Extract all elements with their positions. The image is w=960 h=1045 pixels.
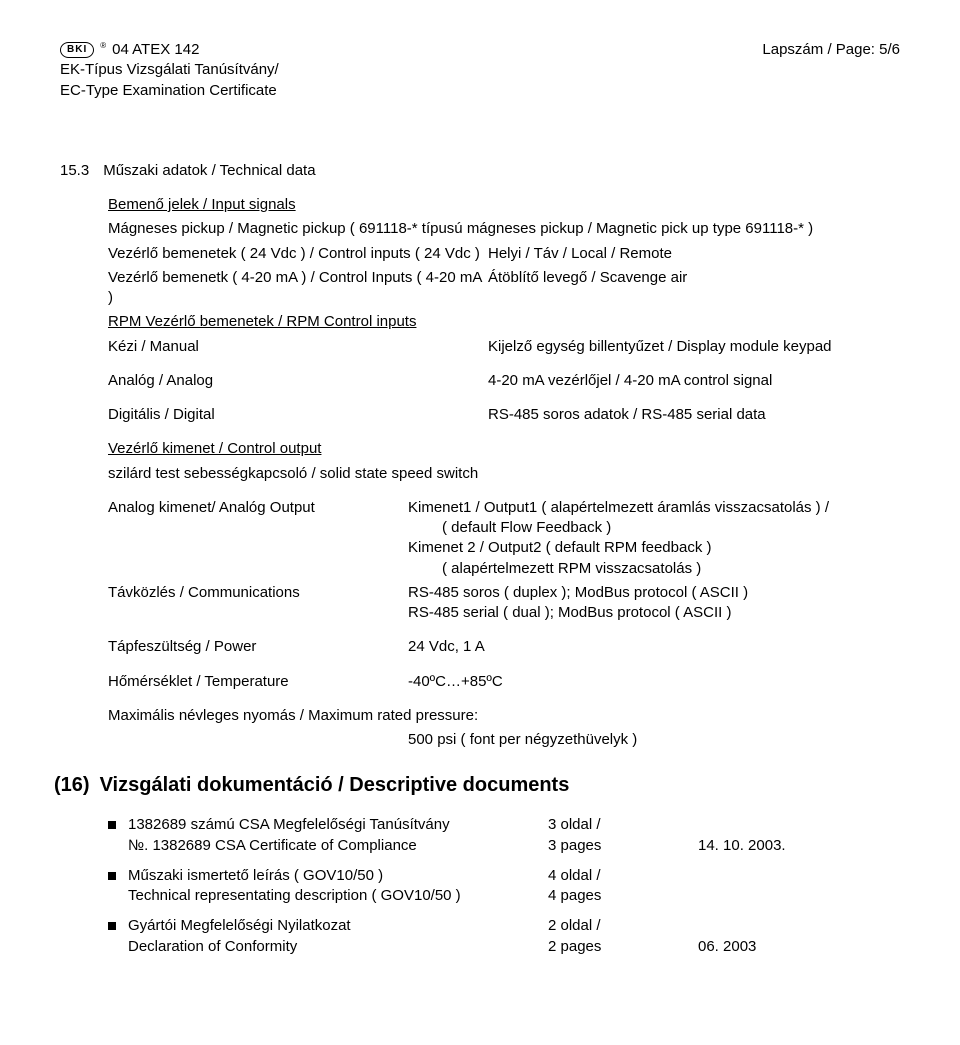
doc-date: 06. 2003 — [698, 937, 900, 957]
subtitle-line-1: EK-Típus Vizsgálati Tanúsítvány/ — [60, 60, 279, 80]
doc-pages-en: 4 pages — [548, 886, 698, 906]
power-label: Tápfeszültség / Power — [108, 637, 408, 657]
power-row: Tápfeszültség / Power 24 Vdc, 1 A — [108, 637, 900, 657]
doc-name-en: №. 1382689 CSA Certificate of Compliance — [128, 836, 548, 856]
section-16-title: Vizsgálati dokumentáció / Descriptive do… — [100, 772, 570, 799]
bki-logo-icon: BKI — [60, 42, 94, 58]
document-item: 1382689 számú CSA Megfelelőségi Tanúsítv… — [108, 815, 900, 856]
magnetic-pickup: Mágneses pickup / Magnetic pickup ( 6911… — [108, 219, 900, 239]
document-body: Gyártói Megfelelőségi Nyilatkozat 2 olda… — [128, 916, 900, 957]
communications-label: Távközlés / Communications — [108, 583, 408, 624]
communications-line2: RS-485 serial ( dual ); ModBus protocol … — [408, 603, 900, 623]
power-value: 24 Vdc, 1 A — [408, 637, 900, 657]
analog-output-label: Analog kimenet/ Analóg Output — [108, 498, 408, 579]
digital-label: Digitális / Digital — [108, 405, 488, 425]
doc-date — [698, 886, 900, 906]
doc-date: 14. 10. 2003. — [698, 836, 900, 856]
communications-line1: RS-485 soros ( duplex ); ModBus protocol… — [408, 583, 900, 603]
section-15-3-heading: 15.3 Műszaki adatok / Technical data — [60, 161, 900, 181]
analog-output-line3: Kimenet 2 / Output2 ( default RPM feedba… — [408, 538, 900, 558]
manual-label: Kézi / Manual — [108, 337, 488, 357]
doc-pages-en: 2 pages — [548, 937, 698, 957]
digital-value: RS-485 soros adatok / RS-485 serial data — [488, 405, 900, 425]
control-inputs-value: Helyi / Táv / Local / Remote — [488, 244, 900, 264]
communications-values: RS-485 soros ( duplex ); ModBus protocol… — [408, 583, 900, 624]
analog-output-line1: Kimenet1 / Output1 ( alapértelmezett ára… — [408, 498, 900, 518]
temperature-label: Hőmérséklet / Temperature — [108, 672, 408, 692]
doc-pages-hu: 4 oldal / — [548, 866, 698, 886]
bullet-icon — [108, 872, 116, 880]
page-number: Lapszám / Page: 5/6 — [762, 40, 900, 60]
control-bemenetk-row: Vezérlő bemenetk ( 4-20 mA ) / Control I… — [108, 268, 900, 309]
bullet-icon — [108, 821, 116, 829]
doc-pages-hu: 2 oldal / — [548, 916, 698, 936]
document-item: Műszaki ismertető leírás ( GOV10/50 ) 4 … — [108, 866, 900, 907]
pressure-value: 500 psi ( font per négyzethüvelyk ) — [408, 730, 900, 750]
solid-state-text: szilárd test sebességkapcsoló / solid st… — [108, 464, 900, 484]
input-signals-heading: Bemenő jelek / Input signals — [108, 195, 900, 215]
analog-output-line2: ( default Flow Feedback ) — [442, 518, 900, 538]
document-item: Gyártói Megfelelőségi Nyilatkozat 2 olda… — [108, 916, 900, 957]
analog-label: Analóg / Analog — [108, 371, 488, 391]
section-16-number: (16) — [54, 772, 90, 799]
manual-value: Kijelző egység billentyűzet / Display mo… — [488, 337, 900, 357]
temperature-row: Hőmérséklet / Temperature -40ºC…+85ºC — [108, 672, 900, 692]
analog-value: 4-20 mA vezérlőjel / 4-20 mA control sig… — [488, 371, 900, 391]
documents-list: 1382689 számú CSA Megfelelőségi Tanúsítv… — [108, 815, 900, 957]
control-inputs-row: Vezérlő bemenetek ( 24 Vdc ) / Control i… — [108, 244, 900, 264]
header-title-line: BKI ® 04 ATEX 142 — [60, 40, 279, 60]
subtitle-line-2: EC-Type Examination Certificate — [60, 81, 279, 101]
bki-logo-text: BKI — [67, 43, 87, 57]
doc-pages-en: 3 pages — [548, 836, 698, 856]
doc-name-hu: Gyártói Megfelelőségi Nyilatkozat — [128, 916, 548, 936]
doc-name-en-prefix: №. — [128, 837, 152, 854]
doc-name-hu: Műszaki ismertető leírás ( GOV10/50 ) — [128, 866, 548, 886]
doc-name-hu: 1382689 számú CSA Megfelelőségi Tanúsítv… — [128, 815, 548, 835]
temperature-value: -40ºC…+85ºC — [408, 672, 900, 692]
document-body: Műszaki ismertető leírás ( GOV10/50 ) 4 … — [128, 866, 900, 907]
control-bemenetk-value: Átöblítő levegő / Scavenge air — [488, 268, 900, 309]
section-number: 15.3 — [60, 161, 89, 181]
registered-mark: ® — [100, 41, 106, 52]
digital-row: Digitális / Digital RS-485 soros adatok … — [108, 405, 900, 425]
section-16-heading: (16) Vizsgálati dokumentáció / Descripti… — [54, 772, 900, 799]
analog-output-row: Analog kimenet/ Analóg Output Kimenet1 /… — [108, 498, 900, 579]
document-body: 1382689 számú CSA Megfelelőségi Tanúsítv… — [128, 815, 900, 856]
page-header: BKI ® 04 ATEX 142 EK-Típus Vizsgálati Ta… — [60, 40, 900, 101]
doc-name-en: Declaration of Conformity — [128, 937, 548, 957]
analog-row: Analóg / Analog 4-20 mA vezérlőjel / 4-2… — [108, 371, 900, 391]
section-title: Műszaki adatok / Technical data — [103, 161, 315, 181]
control-output-heading: Vezérlő kimenet / Control output — [108, 439, 900, 459]
bullet-icon — [108, 922, 116, 930]
doc-name-en: Technical representating description ( G… — [128, 886, 548, 906]
header-left: BKI ® 04 ATEX 142 EK-Típus Vizsgálati Ta… — [60, 40, 279, 101]
communications-row: Távközlés / Communications RS-485 soros … — [108, 583, 900, 624]
doc-pages-hu: 3 oldal / — [548, 815, 698, 835]
analog-output-line4: ( alapértelmezett RPM visszacsatolás ) — [442, 559, 900, 579]
rpm-heading: RPM Vezérlő bemenetek / RPM Control inpu… — [108, 312, 900, 332]
manual-row: Kézi / Manual Kijelző egység billentyűze… — [108, 337, 900, 357]
control-inputs-label: Vezérlő bemenetek ( 24 Vdc ) / Control i… — [108, 244, 488, 264]
atex-number: 04 ATEX 142 — [112, 40, 199, 60]
control-bemenetk-label: Vezérlő bemenetk ( 4-20 mA ) / Control I… — [108, 268, 488, 309]
doc-name-en-text: 1382689 CSA Certificate of Compliance — [152, 837, 416, 854]
pressure-label: Maximális névleges nyomás / Maximum rate… — [108, 706, 900, 726]
analog-output-values: Kimenet1 / Output1 ( alapértelmezett ára… — [408, 498, 900, 579]
section-15-3-content: Bemenő jelek / Input signals Mágneses pi… — [108, 195, 900, 750]
